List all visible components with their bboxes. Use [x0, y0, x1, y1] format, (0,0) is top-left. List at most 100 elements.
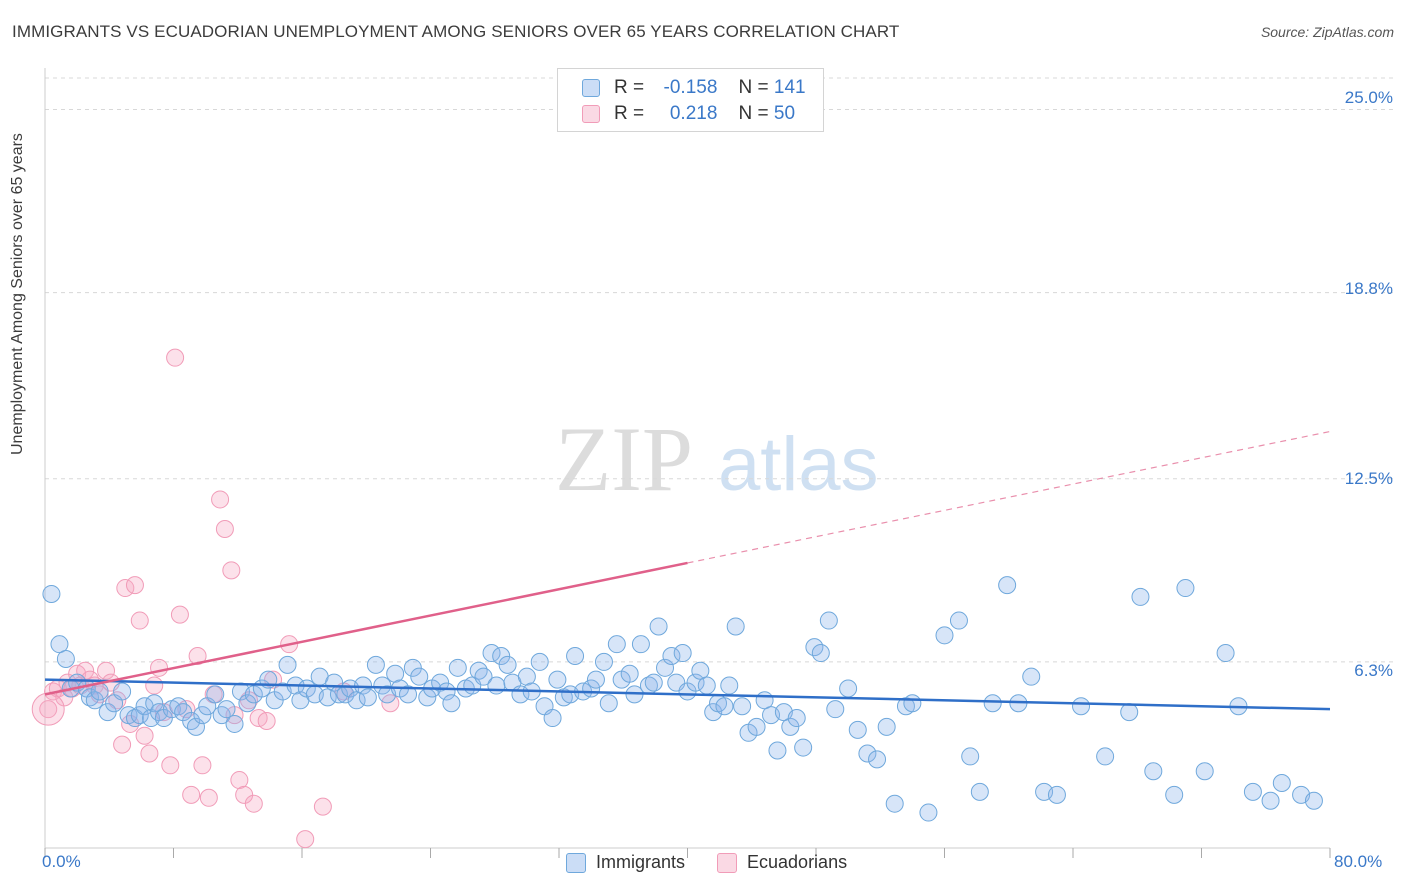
immigrants-point	[469, 661, 488, 680]
gridlines	[45, 77, 1395, 663]
immigrants-point	[437, 682, 456, 701]
legend-row-ecuadorians: R = 0.218 N = 50	[582, 102, 795, 126]
x-tick-label: 0.0%	[42, 852, 81, 871]
immigrants-point	[919, 803, 938, 822]
immigrants-point	[733, 697, 752, 716]
immigrants-point	[42, 584, 61, 603]
immigrants-trend-line	[44, 678, 1331, 711]
immigrants-point	[217, 700, 236, 719]
immigrants-point	[225, 714, 244, 733]
immigrants-point	[726, 617, 745, 636]
immigrants-point	[487, 676, 506, 695]
immigrants-point	[98, 703, 117, 722]
watermark: ZIP atlas	[555, 408, 879, 510]
immigrants-point	[1131, 587, 1150, 606]
immigrants-point	[715, 697, 734, 716]
immigrants-point	[373, 676, 392, 695]
immigrants-point	[113, 682, 132, 701]
immigrants-point	[543, 709, 562, 728]
ecuadorians-point	[140, 744, 159, 763]
y-tick-label: 12.5%	[1344, 469, 1393, 488]
immigrants-point	[212, 706, 231, 725]
immigrants-point	[826, 700, 845, 719]
ecuadorians-point	[199, 788, 218, 807]
immigrants-point	[885, 794, 904, 813]
immigrants-point	[631, 635, 650, 654]
immigrants-point	[586, 670, 605, 689]
immigrants-point	[548, 670, 567, 689]
y-tick-label: 6.3%	[1354, 661, 1393, 680]
ecuadorians-point	[108, 691, 127, 710]
immigrants-point	[56, 649, 75, 668]
immigrants-point	[1144, 762, 1163, 781]
ecuadorians-point	[193, 756, 212, 775]
immigrants-point	[448, 658, 467, 677]
immigrants-point	[970, 782, 989, 801]
immigrants-point	[607, 635, 626, 654]
immigrants-point	[431, 673, 450, 692]
immigrants-point	[747, 717, 766, 736]
ecuadorians-point	[215, 519, 234, 538]
immigrants-point	[1261, 791, 1280, 810]
immigrants-point	[656, 658, 675, 677]
watermark-zip: ZIP	[555, 408, 693, 510]
legend-n-label: N =	[738, 77, 769, 98]
ecuadorians-point	[166, 348, 185, 367]
immigrants-point	[403, 658, 422, 677]
legend-r-value: 0.218	[669, 103, 718, 124]
ecuadorians-point	[222, 561, 241, 580]
ecuadorians-point	[130, 611, 149, 630]
immigrants-point	[868, 750, 887, 769]
immigrants-point	[787, 709, 806, 728]
ecuadorians-point	[257, 711, 276, 730]
ecuadorians-point	[182, 785, 201, 804]
immigrants-point	[442, 694, 461, 713]
immigrants-point	[1195, 762, 1214, 781]
axes	[44, 68, 1331, 858]
immigrants-point	[644, 673, 663, 692]
y-axis-label: Unemployment Among Seniors over 65 years	[9, 133, 26, 455]
legend-label-immigrants: Immigrants	[596, 852, 686, 872]
legend-r-label: R =	[614, 77, 645, 98]
immigrants-point	[1165, 785, 1184, 804]
ecuadorians-swatch	[582, 105, 600, 123]
ecuadorians-point	[296, 830, 315, 849]
immigrants-point	[686, 673, 705, 692]
ecuadorians-point	[161, 756, 180, 775]
immigrants-point	[278, 655, 297, 674]
immigrants-point	[1120, 703, 1139, 722]
y-tick-label: 25.0%	[1344, 88, 1393, 107]
immigrants-point	[517, 667, 536, 686]
immigrants-point	[697, 676, 716, 695]
immigrants-point	[794, 738, 813, 757]
immigrants-point	[206, 685, 225, 704]
immigrants-swatch	[566, 852, 586, 873]
immigrants-point	[80, 688, 99, 707]
legend-row-immigrants: R = -0.158 N = 141	[582, 76, 806, 100]
immigrants-point	[935, 626, 954, 645]
trend-lines	[44, 430, 1331, 711]
immigrants-point	[594, 652, 613, 671]
immigrants-point	[704, 703, 723, 722]
immigrants-point	[949, 611, 968, 630]
ecuadorians-point	[170, 605, 189, 624]
immigrants-point	[130, 706, 149, 725]
immigrants-point	[599, 694, 618, 713]
legend-item-ecuadorians: Ecuadorians	[717, 852, 847, 873]
immigrants-swatch	[582, 79, 600, 97]
y-tick-label: 18.8%	[1344, 279, 1393, 298]
immigrants-point	[1022, 667, 1041, 686]
immigrants-point	[186, 717, 205, 736]
immigrants-point	[858, 744, 877, 763]
legend-item-immigrants: Immigrants	[566, 852, 685, 873]
immigrants-point	[399, 685, 418, 704]
immigrants-point	[169, 697, 188, 716]
immigrants-point	[145, 694, 164, 713]
chart-title: IMMIGRANTS VS ECUADORIAN UNEMPLOYMENT AM…	[12, 22, 900, 41]
ecuadorians-point	[244, 794, 263, 813]
immigrants-point	[182, 711, 201, 730]
immigrants-point	[1272, 774, 1291, 793]
immigrants-point	[193, 706, 212, 725]
ecuadorians-point	[145, 676, 164, 695]
